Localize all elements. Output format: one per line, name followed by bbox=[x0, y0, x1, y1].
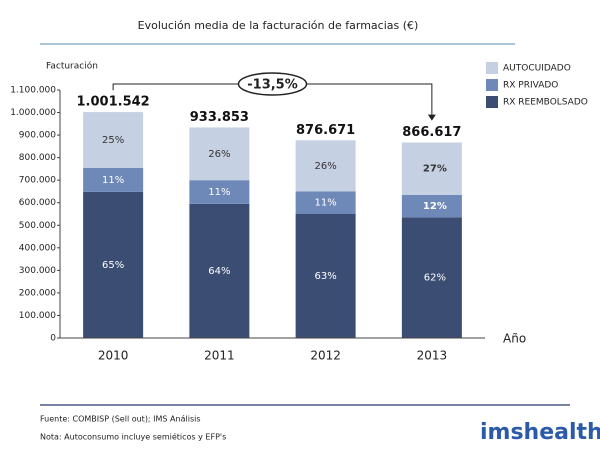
segment-label: 11% bbox=[102, 175, 124, 186]
chart-title: Evolución media de la facturación de far… bbox=[138, 19, 419, 32]
segment-label: 64% bbox=[208, 266, 230, 277]
x-tick-label: 2011 bbox=[204, 349, 235, 363]
y-tick-label: 0 bbox=[50, 334, 56, 344]
bar-segment bbox=[83, 167, 144, 192]
y-tick-label: 1.000.000 bbox=[10, 108, 56, 118]
bar-segment bbox=[295, 140, 356, 192]
x-axis-label: Año bbox=[503, 332, 526, 346]
segment-label: 26% bbox=[208, 149, 230, 160]
total-label: 876.671 bbox=[296, 123, 355, 138]
bar-segment bbox=[189, 180, 250, 204]
segment-label: 12% bbox=[423, 201, 447, 212]
y-tick-label: 500.000 bbox=[19, 221, 56, 231]
legend-swatch bbox=[486, 79, 498, 91]
change-arrowhead bbox=[427, 114, 436, 121]
y-tick-label: 700.000 bbox=[19, 176, 56, 186]
segment-label: 25% bbox=[102, 135, 124, 146]
y-tick-label: 200.000 bbox=[19, 288, 56, 298]
logo: imshealth bbox=[480, 420, 600, 445]
legend-label: AUTOCUIDADO bbox=[503, 64, 571, 74]
legend-swatch bbox=[486, 96, 498, 108]
segment-label: 11% bbox=[315, 198, 337, 209]
segment-label: 62% bbox=[424, 273, 446, 284]
legend-swatch bbox=[486, 62, 498, 74]
source: Fuente: COMBISP (Sell out); IMS Análisis bbox=[40, 415, 201, 424]
bar-segment bbox=[401, 194, 462, 218]
total-label: 866.617 bbox=[402, 125, 461, 140]
y-tick-label: 100.000 bbox=[19, 311, 56, 321]
y-tick-label: 900.000 bbox=[19, 131, 56, 141]
x-tick-label: 2012 bbox=[310, 349, 341, 363]
annotation-oval bbox=[237, 72, 308, 96]
legend-label: RX PRIVADO bbox=[503, 81, 558, 91]
bar-segment bbox=[295, 191, 356, 214]
bar-segment bbox=[189, 203, 250, 338]
bar-segment bbox=[83, 191, 144, 338]
segment-label: 26% bbox=[315, 161, 337, 172]
x-tick-label: 2013 bbox=[417, 349, 448, 363]
annotation: -13,5% bbox=[247, 78, 298, 93]
bar-segment bbox=[295, 214, 356, 338]
y-axis-label: Facturación bbox=[46, 61, 98, 72]
bar-segment bbox=[83, 112, 144, 168]
x-tick-label: 2010 bbox=[98, 349, 129, 363]
segment-label: 65% bbox=[102, 260, 124, 271]
legend-label: RX REEMBOLSADO bbox=[503, 98, 588, 108]
bar-segment bbox=[401, 142, 462, 195]
segment-label: 63% bbox=[315, 271, 337, 282]
y-tick-label: 300.000 bbox=[19, 266, 56, 276]
y-tick-label: 600.000 bbox=[19, 198, 56, 208]
note: Nota: Autoconsumo incluye semiéticos y E… bbox=[40, 432, 226, 442]
y-tick-label: 1.100.000 bbox=[10, 86, 56, 96]
bar-segment bbox=[189, 127, 250, 181]
y-tick-label: 400.000 bbox=[19, 243, 56, 253]
total-label: 933.853 bbox=[190, 110, 249, 125]
y-tick-label: 800.000 bbox=[19, 153, 56, 163]
total-label: 1.001.542 bbox=[77, 95, 150, 110]
segment-label: 27% bbox=[423, 164, 447, 175]
bar-segment bbox=[401, 217, 462, 338]
segment-label: 11% bbox=[208, 187, 230, 198]
